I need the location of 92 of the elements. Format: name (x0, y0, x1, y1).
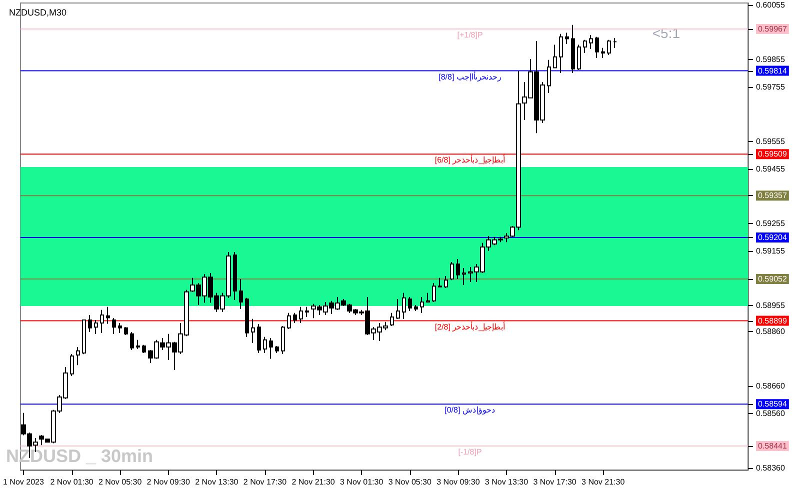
x-tick-label: 1 Nov 2023 (3, 478, 44, 486)
candlestick (396, 298, 400, 320)
candlestick (269, 338, 273, 360)
x-tick-label: 2 Nov 21:30 (292, 478, 336, 486)
candlestick (299, 306, 303, 324)
x-tick-label: 2 Nov 13:30 (195, 478, 239, 486)
candlestick (595, 36, 599, 58)
candlestick (275, 345, 279, 354)
candlestick (402, 292, 406, 320)
candlestick (257, 324, 261, 354)
candlestick (239, 278, 243, 310)
x-tick-label: 3 Nov 17:30 (533, 478, 577, 486)
candlestick (82, 319, 86, 355)
candlestick (142, 344, 146, 354)
candlestick (118, 322, 122, 334)
candlestick (287, 312, 291, 330)
candlestick (233, 251, 237, 301)
candlestick (589, 34, 593, 50)
candlestick (613, 37, 617, 48)
candlestick (432, 282, 436, 302)
y-tick-label: 0.58560 (756, 408, 786, 418)
x-tick-label: 2 Nov 01:30 (50, 478, 94, 486)
candlestick (450, 262, 454, 281)
y-tick-label: 0.59155 (756, 246, 786, 256)
candlestick (553, 44, 557, 68)
ref-line-label: [-1/8]P (458, 447, 482, 456)
y-tick-label: 0.58594 (758, 400, 788, 409)
candlestick (571, 24, 575, 74)
y-tick-label: 0.59967 (758, 24, 788, 34)
candlestick (456, 258, 460, 280)
candlestick (462, 268, 466, 286)
y-tick-label: 0.59357 (758, 191, 788, 200)
candlestick (577, 44, 581, 70)
x-tick-label: 2 Nov 09:30 (146, 478, 190, 486)
candlestick (414, 304, 418, 312)
y-tick-label: 0.59455 (756, 164, 786, 174)
candlestick (100, 309, 104, 334)
candlestick (245, 297, 249, 338)
ref-line-label: [+1/8]P (457, 30, 483, 40)
candlestick (420, 296, 424, 314)
y-tick-label: 0.59814 (758, 66, 788, 76)
y-tick-label: 0.59555 (756, 137, 786, 146)
x-tick-label: 3 Nov 21:30 (582, 478, 626, 486)
ref-line-label: [0/8] دحوؤإذش (444, 406, 496, 415)
candlestick (251, 318, 255, 344)
candlestick (444, 275, 448, 289)
candlestick (559, 33, 563, 74)
y-tick-label: 0.58441 (758, 441, 788, 450)
candlestick (94, 319, 98, 334)
candlestick (70, 354, 74, 376)
candlestick (547, 59, 551, 94)
y-tick-label: 0.59855 (756, 55, 786, 64)
candlestick (112, 318, 116, 334)
candlestick (88, 314, 92, 333)
text: NZDUSD,M30 (9, 8, 67, 18)
x-tick-label: 2 Nov 17:30 (243, 478, 288, 486)
y-tick-label: 0.59509 (758, 150, 788, 159)
x-tick-label: 3 Nov 05:30 (388, 478, 432, 486)
x-tick-label: 2 Nov 05:30 (98, 478, 142, 486)
y-tick-label: 0.59255 (756, 219, 786, 228)
y-tick-label: 0.59204 (758, 232, 788, 242)
candlestick (263, 336, 267, 354)
candlestick (281, 325, 285, 354)
ref-line-label: [8/8] رحدنحرىأاإجب (438, 70, 502, 82)
x-tick-label: 3 Nov 01:30 (340, 478, 384, 486)
candlestick (76, 346, 80, 366)
candlestick (124, 326, 128, 336)
candlestick (390, 312, 394, 326)
candlestick (106, 306, 110, 324)
y-tick-label: 0.60055 (756, 0, 786, 10)
y-tick-label: 0.58860 (756, 326, 786, 336)
x-tick-label: 3 Nov 13:30 (484, 478, 529, 486)
x-tick-label: 3 Nov 09:30 (436, 478, 480, 486)
y-tick-label: 0.59052 (758, 274, 788, 284)
ref-line-label: [2/8] أبطإجيإ_ذبأحذحر (434, 320, 506, 332)
ref-line-label: [6/8] أبطإجيإ_ذبأحذحر (434, 154, 506, 165)
candlestick (607, 39, 611, 56)
y-tick-label: 0.58360 (756, 464, 786, 473)
candlestick (408, 296, 412, 312)
candlestick (565, 32, 569, 44)
y-tick-label: 0.59755 (756, 82, 786, 92)
y-tick-label: 0.58899 (758, 316, 788, 326)
candlestick (305, 306, 309, 318)
y-tick-label: 0.58660 (756, 382, 786, 391)
candlestick (130, 332, 134, 351)
y-tick-label: 0.58955 (756, 301, 786, 310)
candlestick (136, 339, 140, 350)
candlestick (438, 277, 442, 288)
candlestick (601, 47, 605, 58)
candlestick (293, 312, 297, 324)
candlestick (583, 39, 587, 54)
candlestick (426, 292, 430, 302)
